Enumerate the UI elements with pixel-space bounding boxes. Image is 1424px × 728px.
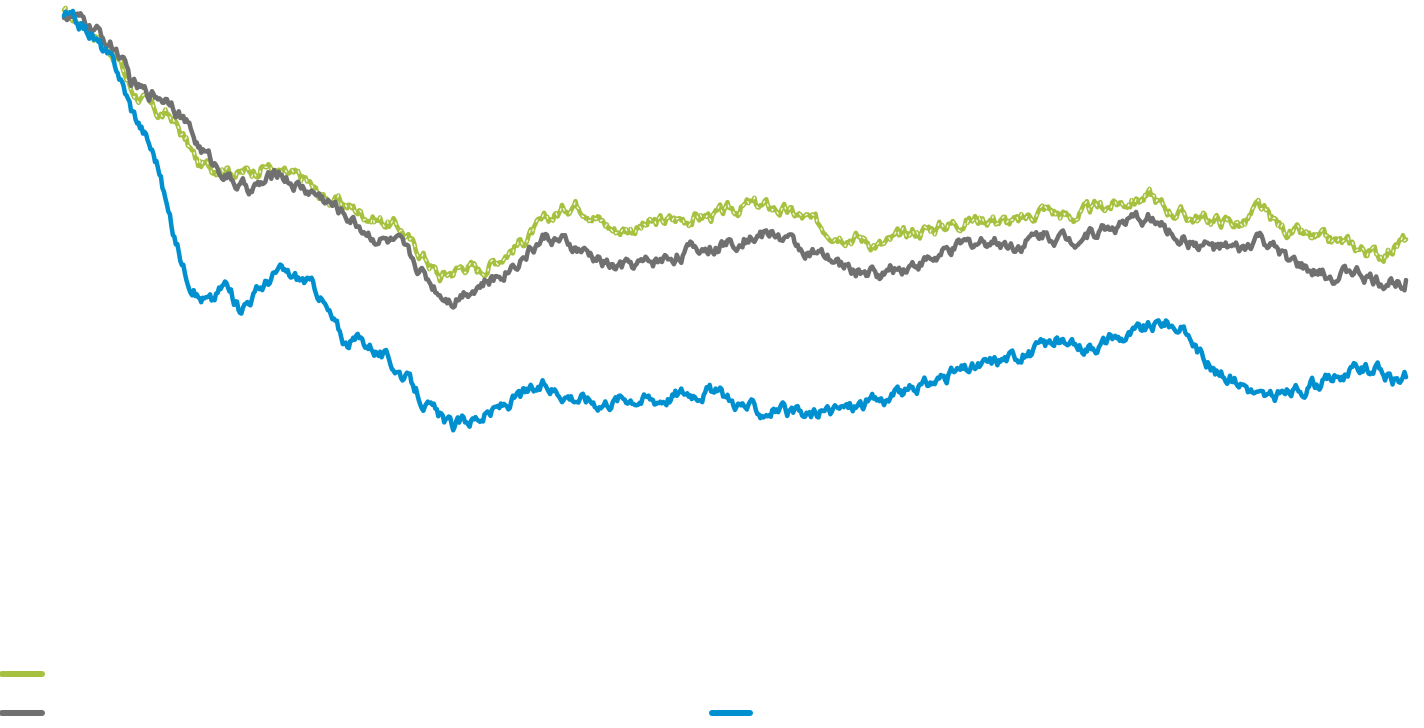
series-line-1 <box>61 5 1409 284</box>
legend <box>0 671 753 716</box>
series-line-3 <box>61 8 1409 433</box>
series-line-2 <box>61 11 1409 310</box>
series-layer <box>61 5 1409 433</box>
